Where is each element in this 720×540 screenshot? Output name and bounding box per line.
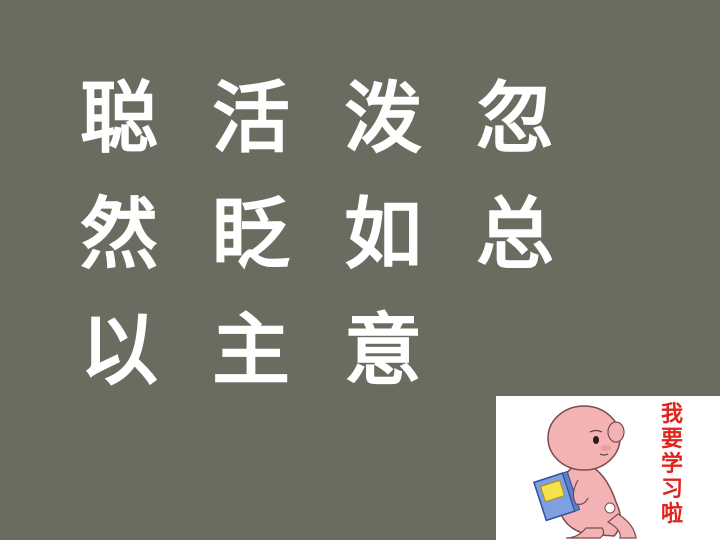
character-huo: 活 (211, 74, 290, 164)
character-yi: 以 (79, 306, 158, 396)
character-hu: 忽 (475, 74, 554, 164)
slogan-char-5: 啦 (660, 502, 683, 527)
character-zhu: 主 (211, 306, 290, 396)
character-po: 泼 (343, 74, 422, 164)
character-grid: 聪 活 泼 忽 然 眨 如 总 以 主 意 (78, 78, 556, 392)
character-zong: 总 (475, 190, 554, 280)
slogan-char-1: 我 (660, 402, 683, 427)
character-ran: 然 (79, 190, 158, 280)
character-ru: 如 (343, 190, 422, 280)
slogan-vertical: 我 要 学 习 啦 (652, 402, 692, 527)
character-yi-idea: 意 (343, 306, 422, 396)
cartoon-figure-icon (532, 405, 637, 539)
study-cartoon-sticker: 我 要 学 习 啦 (496, 396, 720, 540)
character-cong: 聪 (79, 74, 158, 164)
slogan-char-3: 学 (660, 452, 683, 477)
slogan-char-4: 习 (660, 477, 683, 502)
slogan-char-2: 要 (660, 427, 683, 452)
character-zha: 眨 (211, 190, 290, 280)
